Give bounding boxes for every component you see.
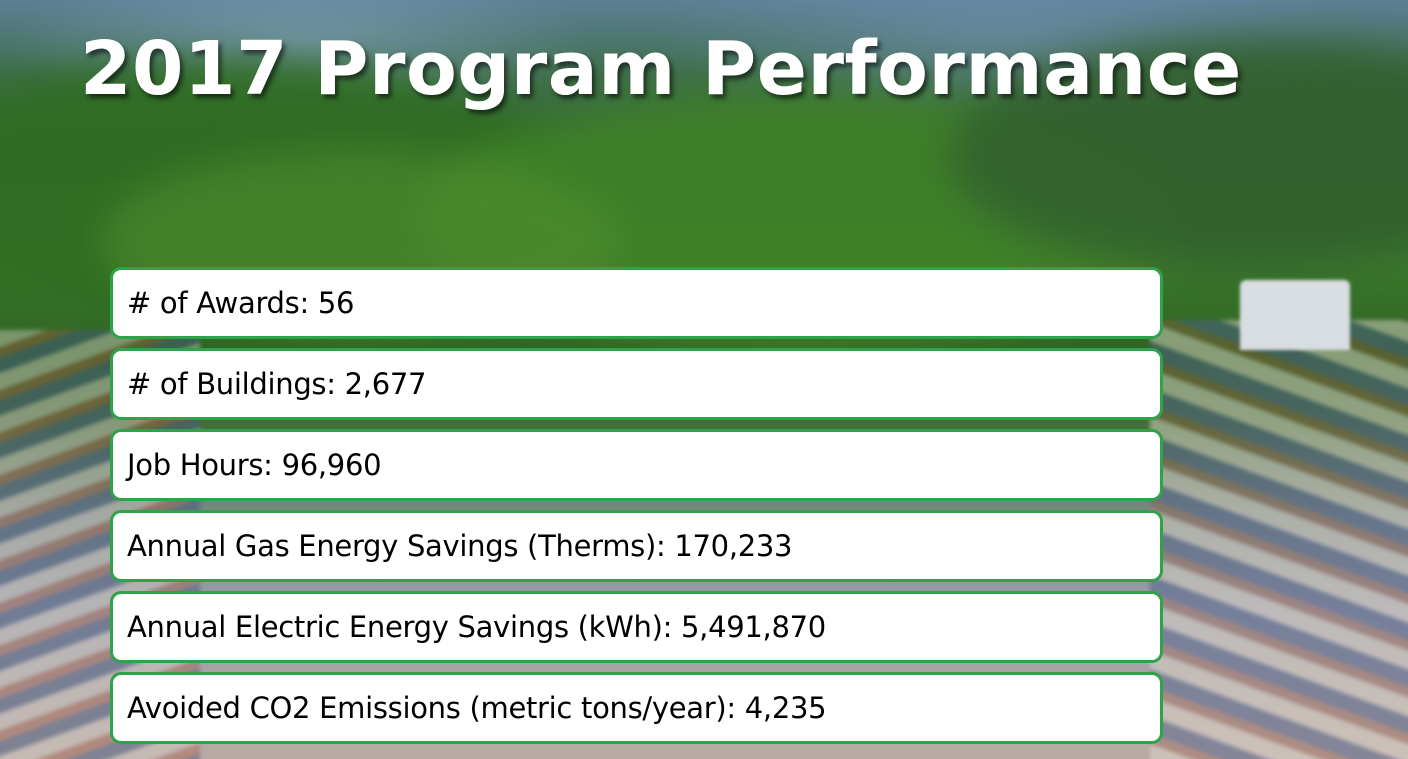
metric-text: # of Awards: 56 bbox=[127, 286, 355, 320]
background-town-right bbox=[1150, 320, 1408, 759]
metric-row-gas-savings: Annual Gas Energy Savings (Therms): 170,… bbox=[110, 510, 1163, 582]
metric-text: Annual Gas Energy Savings (Therms): 170,… bbox=[127, 529, 793, 563]
metric-row-awards: # of Awards: 56 bbox=[110, 267, 1163, 339]
metric-row-co2-avoided: Avoided CO2 Emissions (metric tons/year)… bbox=[110, 672, 1163, 744]
metric-text: Annual Electric Energy Savings (kWh): 5,… bbox=[127, 610, 826, 644]
metric-text: Avoided CO2 Emissions (metric tons/year)… bbox=[127, 691, 827, 725]
metric-row-job-hours: Job Hours: 96,960 bbox=[110, 429, 1163, 501]
metric-row-buildings: # of Buildings: 2,677 bbox=[110, 348, 1163, 420]
background-building bbox=[1240, 280, 1350, 350]
metric-text: # of Buildings: 2,677 bbox=[127, 367, 427, 401]
metric-row-electric-savings: Annual Electric Energy Savings (kWh): 5,… bbox=[110, 591, 1163, 663]
background-hill bbox=[950, 40, 1408, 270]
metric-text: Job Hours: 96,960 bbox=[127, 448, 382, 482]
metrics-list: # of Awards: 56 # of Buildings: 2,677 Jo… bbox=[110, 267, 1163, 753]
slide-title: 2017 Program Performance bbox=[80, 26, 1242, 112]
